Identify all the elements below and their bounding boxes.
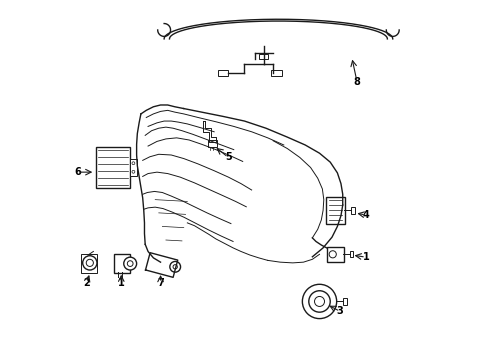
Circle shape <box>308 291 329 312</box>
Text: 1: 1 <box>362 252 368 262</box>
Circle shape <box>314 296 324 306</box>
FancyBboxPatch shape <box>130 158 136 176</box>
FancyBboxPatch shape <box>349 251 352 257</box>
Circle shape <box>86 259 93 266</box>
Circle shape <box>132 162 135 165</box>
FancyBboxPatch shape <box>207 140 216 147</box>
Text: 6: 6 <box>74 167 81 177</box>
FancyBboxPatch shape <box>326 247 344 262</box>
FancyBboxPatch shape <box>96 147 130 188</box>
FancyBboxPatch shape <box>258 54 267 59</box>
FancyBboxPatch shape <box>271 70 282 76</box>
Circle shape <box>132 170 135 173</box>
Text: 5: 5 <box>224 153 231 162</box>
Circle shape <box>127 261 133 266</box>
Circle shape <box>82 256 97 270</box>
Text: 8: 8 <box>353 77 360 87</box>
FancyBboxPatch shape <box>81 254 97 273</box>
Circle shape <box>123 257 136 270</box>
FancyBboxPatch shape <box>342 298 346 305</box>
Circle shape <box>302 284 336 319</box>
FancyBboxPatch shape <box>350 207 354 214</box>
FancyBboxPatch shape <box>114 253 130 273</box>
Circle shape <box>173 265 177 269</box>
Text: 3: 3 <box>336 306 343 316</box>
Text: 1: 1 <box>118 278 124 288</box>
FancyBboxPatch shape <box>325 197 345 224</box>
Text: 7: 7 <box>157 278 163 288</box>
Circle shape <box>169 261 180 272</box>
Circle shape <box>328 251 336 258</box>
Text: 4: 4 <box>362 210 368 220</box>
FancyBboxPatch shape <box>217 70 228 76</box>
Text: 2: 2 <box>83 278 90 288</box>
